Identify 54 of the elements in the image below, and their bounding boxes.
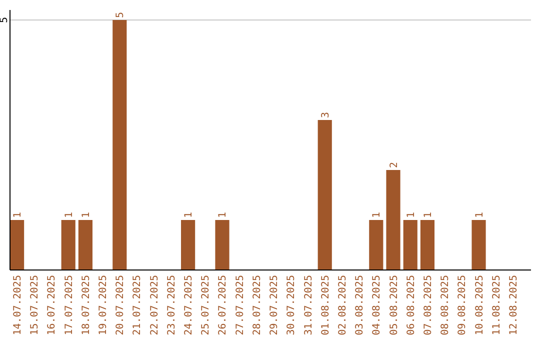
x-tick-label: 16.07.2025 bbox=[46, 275, 58, 336]
x-tick-label: 04.08.2025 bbox=[372, 275, 383, 336]
x-tick-label: 20.07.2025 bbox=[115, 275, 126, 336]
data-label: 1 bbox=[12, 212, 24, 218]
x-tick-label: 21.07.2025 bbox=[132, 275, 144, 336]
bar bbox=[61, 220, 76, 270]
x-tick-label: 29.07.2025 bbox=[269, 275, 280, 336]
x-tick-label: 24.07.2025 bbox=[184, 275, 195, 336]
x-tick-label: 27.07.2025 bbox=[234, 275, 246, 336]
data-label: 1 bbox=[184, 212, 195, 218]
x-tick-label: 30.07.2025 bbox=[286, 275, 298, 336]
bar bbox=[181, 220, 196, 270]
x-tick-label: 09.08.2025 bbox=[457, 275, 468, 336]
x-tick-label: 31.07.2025 bbox=[303, 275, 314, 336]
x-tick-label: 02.08.2025 bbox=[337, 275, 348, 336]
x-tick-label: 25.07.2025 bbox=[200, 275, 212, 336]
data-label: 1 bbox=[64, 212, 75, 218]
bar bbox=[472, 220, 486, 270]
x-tick-label: 05.08.2025 bbox=[388, 275, 400, 336]
bar bbox=[386, 170, 400, 270]
x-tick-label: 08.08.2025 bbox=[440, 275, 452, 336]
x-tick-label: 19.07.2025 bbox=[98, 275, 110, 336]
bar bbox=[403, 220, 418, 270]
data-label: 1 bbox=[474, 212, 486, 218]
bar bbox=[215, 220, 230, 270]
x-tick-label: 11.08.2025 bbox=[491, 275, 502, 336]
x-tick-label: 17.07.2025 bbox=[64, 275, 75, 336]
x-tick-label: 26.07.2025 bbox=[218, 275, 229, 336]
data-label: 1 bbox=[80, 212, 92, 218]
x-tick-label: 03.08.2025 bbox=[354, 275, 366, 336]
x-tick-label: 07.08.2025 bbox=[422, 275, 434, 336]
bar bbox=[420, 220, 434, 270]
bar bbox=[112, 20, 127, 270]
bar bbox=[318, 120, 332, 270]
bar bbox=[369, 220, 384, 270]
x-tick-label: 15.07.2025 bbox=[30, 275, 41, 336]
data-label: 2 bbox=[388, 162, 400, 168]
data-label: 5 bbox=[115, 12, 126, 18]
x-tick-label: 28.07.2025 bbox=[252, 275, 263, 336]
x-tick-label: 23.07.2025 bbox=[166, 275, 178, 336]
data-label: 3 bbox=[320, 112, 332, 118]
x-tick-label: 06.08.2025 bbox=[406, 275, 417, 336]
data-label: 1 bbox=[372, 212, 383, 218]
x-tick-label: 18.07.2025 bbox=[80, 275, 92, 336]
x-tick-label: 01.08.2025 bbox=[320, 275, 332, 336]
bar bbox=[10, 220, 24, 270]
data-label: 1 bbox=[406, 212, 417, 218]
bar bbox=[78, 220, 92, 270]
x-tick-label: 14.07.2025 bbox=[12, 275, 24, 336]
x-tick-label: 10.08.2025 bbox=[474, 275, 486, 336]
x-tick-label: 22.07.2025 bbox=[149, 275, 160, 336]
data-label: 1 bbox=[218, 212, 229, 218]
data-label: 1 bbox=[422, 212, 434, 218]
x-tick-label: 12.08.2025 bbox=[508, 275, 520, 336]
